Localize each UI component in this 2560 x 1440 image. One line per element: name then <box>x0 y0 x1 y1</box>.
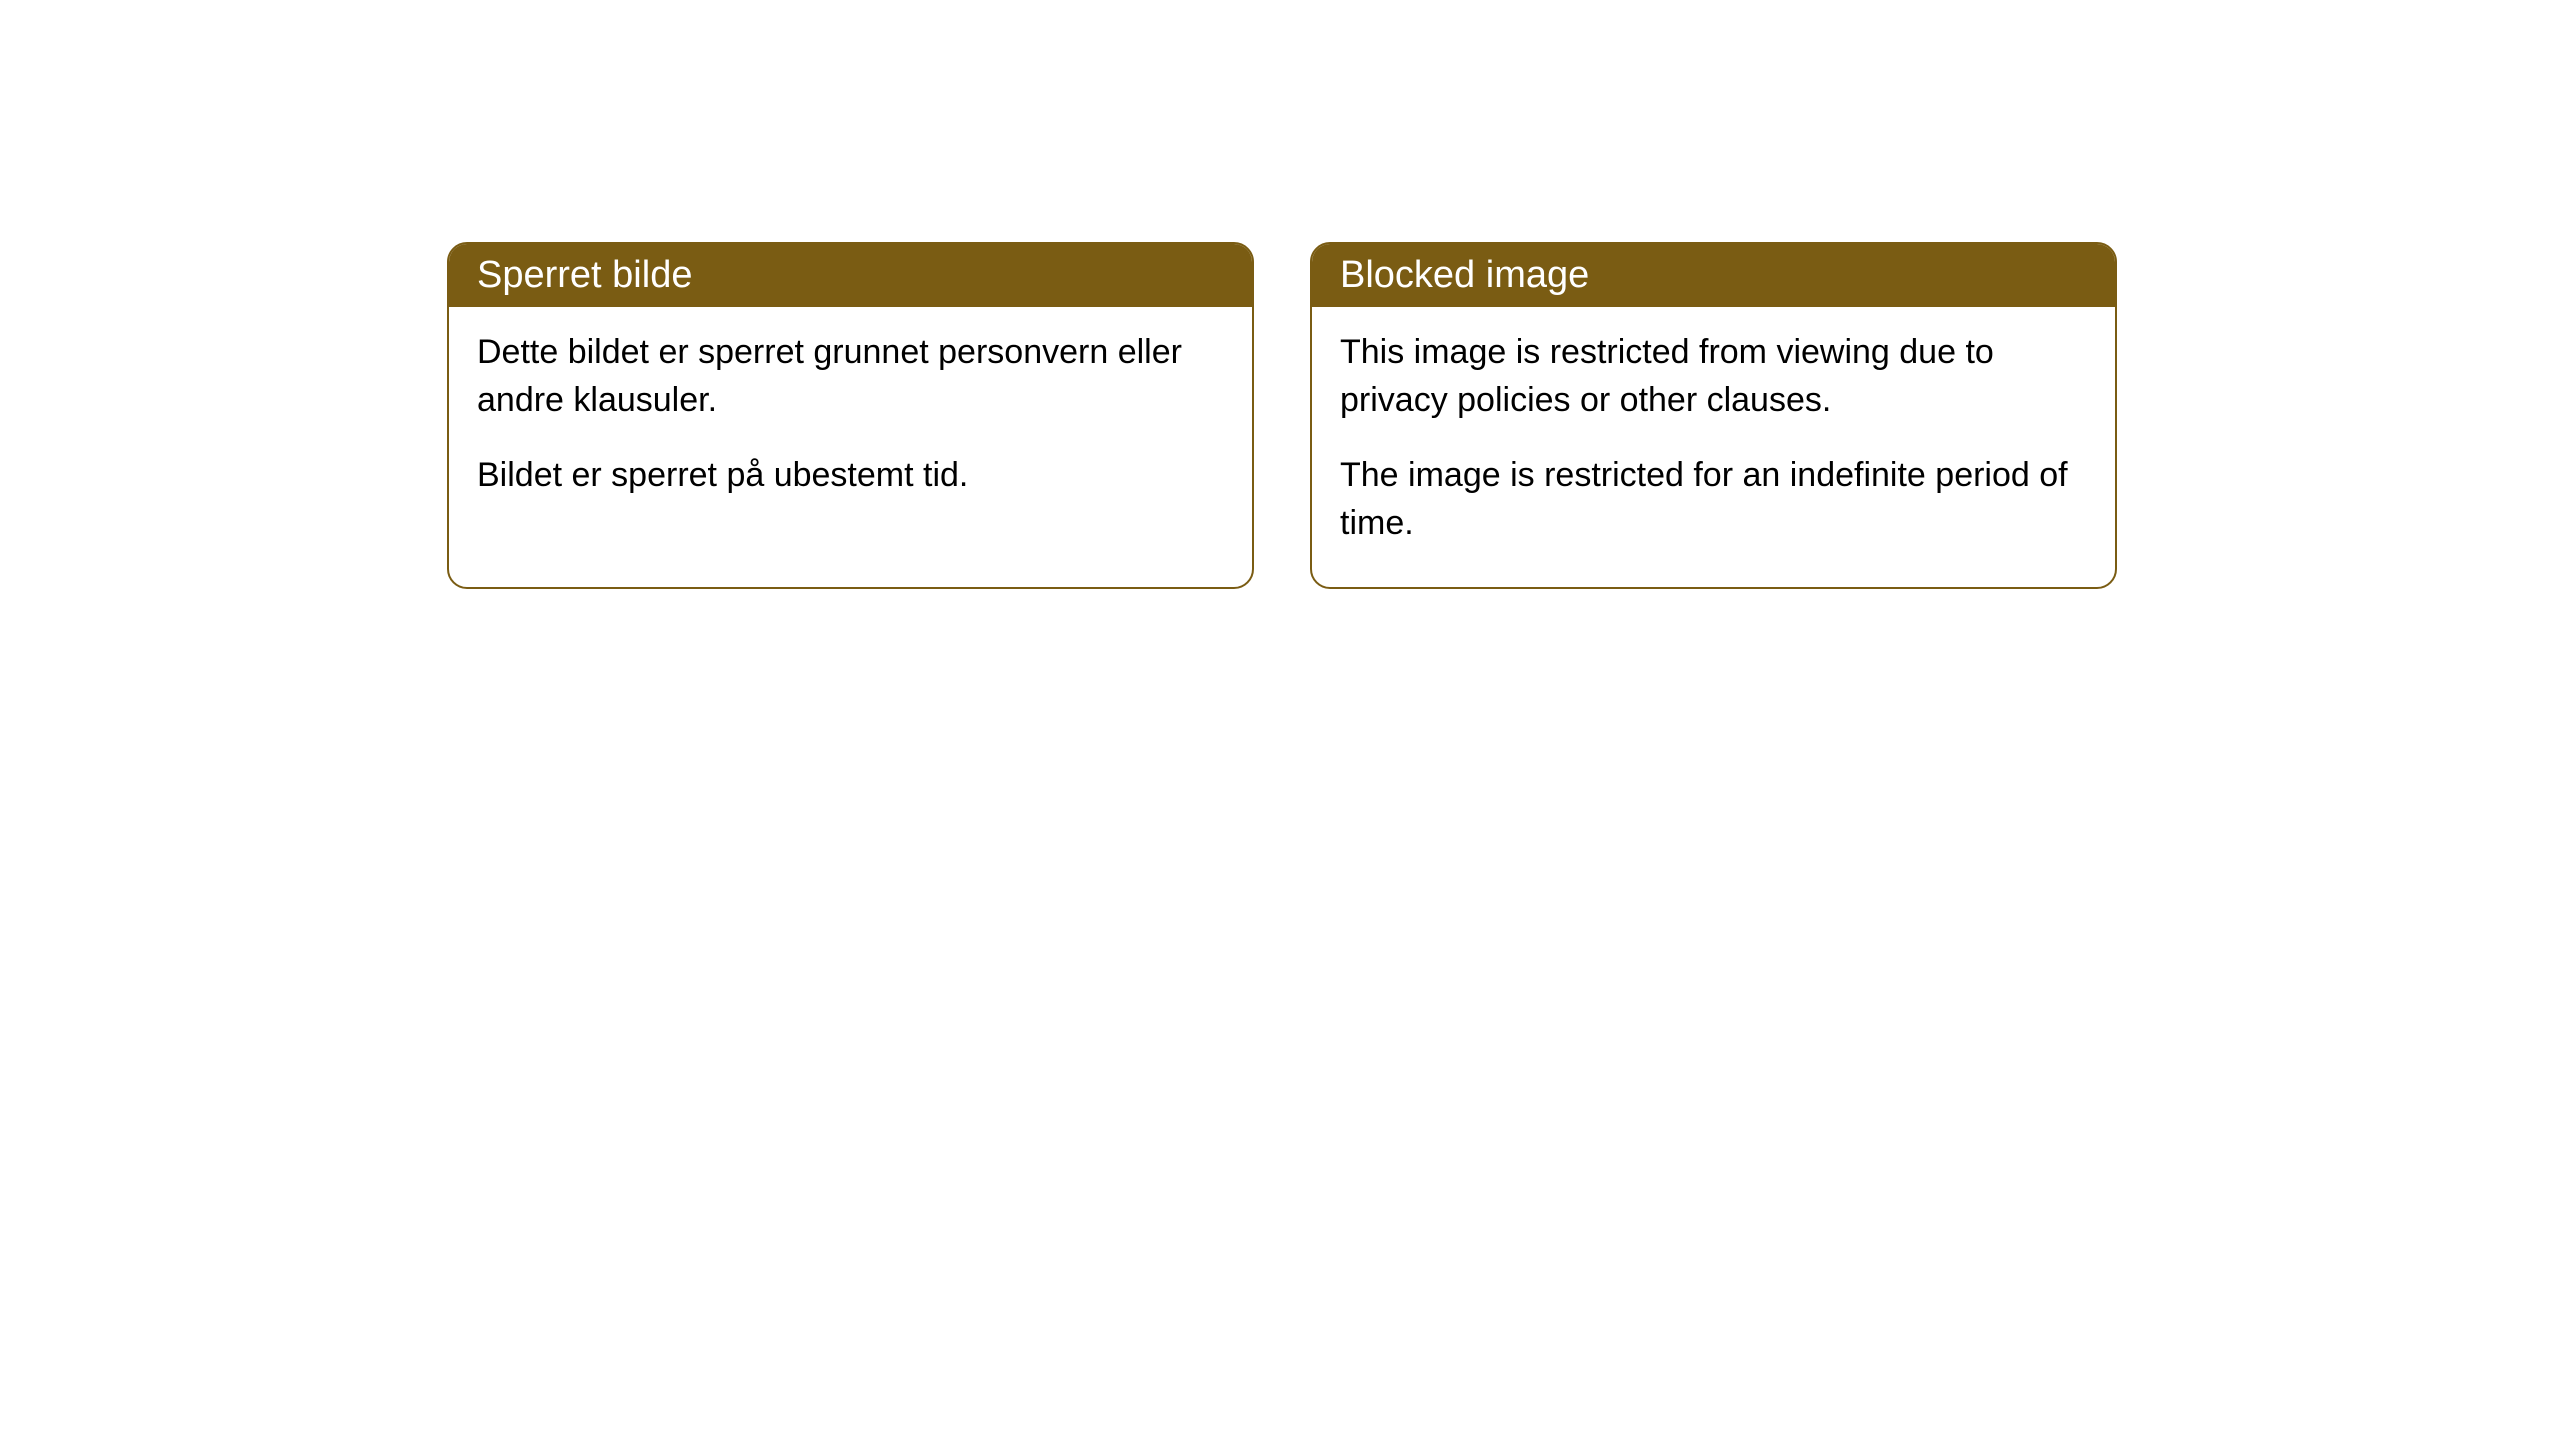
card-title-no: Sperret bilde <box>477 254 692 296</box>
blocked-image-card-en: Blocked image This image is restricted f… <box>1310 242 2117 589</box>
card-header-no: Sperret bilde <box>449 244 1252 307</box>
card-paragraph-2-en: The image is restricted for an indefinit… <box>1340 452 2087 547</box>
card-body-no: Dette bildet er sperret grunnet personve… <box>449 307 1252 540</box>
card-paragraph-2-no: Bildet er sperret på ubestemt tid. <box>477 452 1224 500</box>
cards-container: Sperret bilde Dette bildet er sperret gr… <box>447 242 2117 589</box>
card-title-en: Blocked image <box>1340 254 1589 296</box>
card-paragraph-1-en: This image is restricted from viewing du… <box>1340 329 2087 424</box>
card-paragraph-1-no: Dette bildet er sperret grunnet personve… <box>477 329 1224 424</box>
blocked-image-card-no: Sperret bilde Dette bildet er sperret gr… <box>447 242 1254 589</box>
card-body-en: This image is restricted from viewing du… <box>1312 307 2115 587</box>
card-header-en: Blocked image <box>1312 244 2115 307</box>
